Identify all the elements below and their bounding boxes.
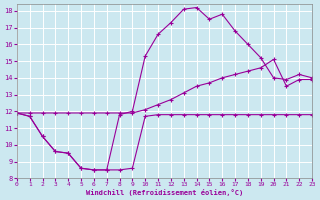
X-axis label: Windchill (Refroidissement éolien,°C): Windchill (Refroidissement éolien,°C) [86, 189, 243, 196]
